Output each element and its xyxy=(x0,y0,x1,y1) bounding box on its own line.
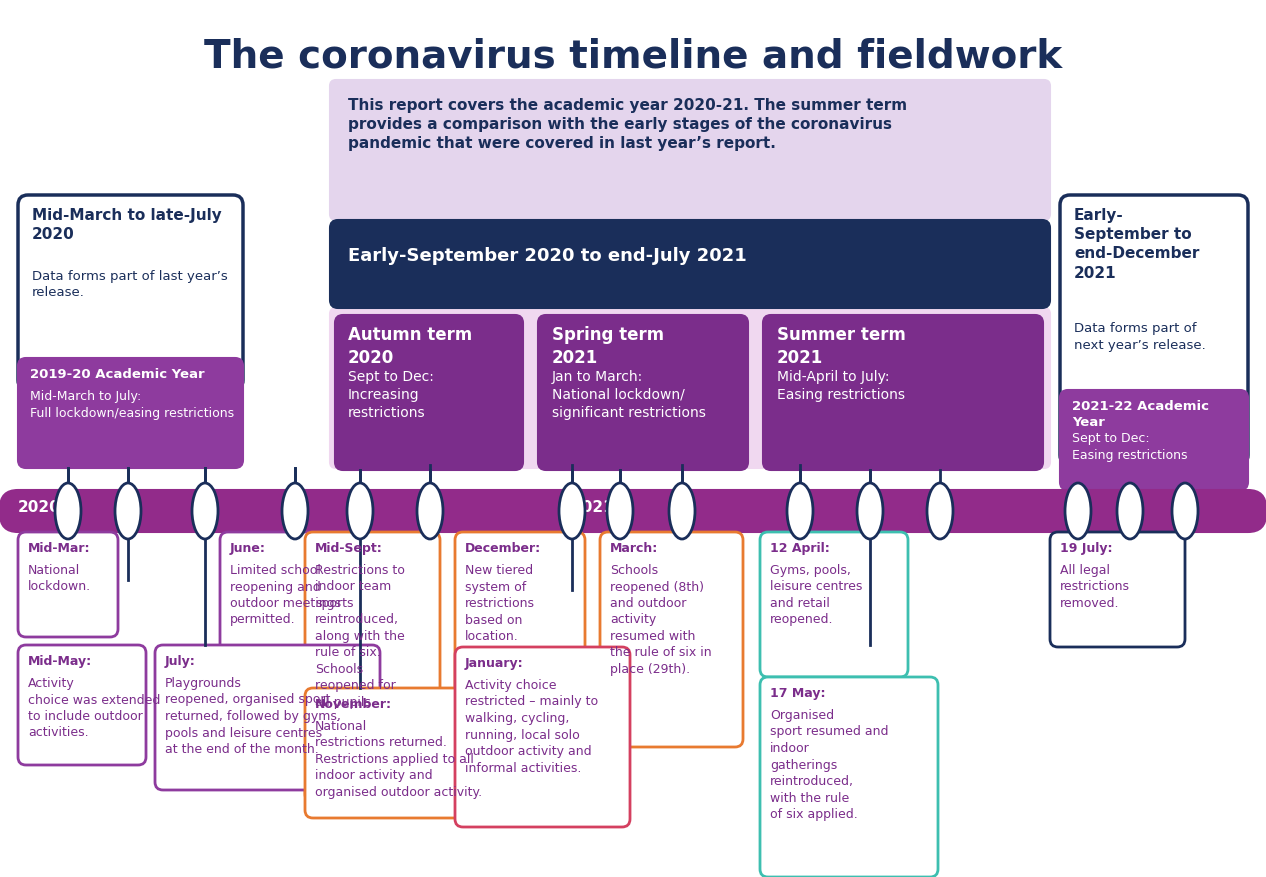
FancyBboxPatch shape xyxy=(330,220,1050,308)
Text: Mid-March to late-July
2020: Mid-March to late-July 2020 xyxy=(32,208,222,242)
Text: Early-
September to
end-December
2021: Early- September to end-December 2021 xyxy=(1074,208,1199,281)
FancyBboxPatch shape xyxy=(760,532,908,677)
Ellipse shape xyxy=(560,483,585,539)
Text: This report covers the academic year 2020-21. The summer term
provides a compari: This report covers the academic year 202… xyxy=(348,98,908,152)
FancyBboxPatch shape xyxy=(220,532,358,662)
Text: Autumn term
2020: Autumn term 2020 xyxy=(348,326,472,367)
FancyBboxPatch shape xyxy=(330,308,1050,468)
FancyBboxPatch shape xyxy=(763,315,1043,470)
Text: Mid-May:: Mid-May: xyxy=(28,655,92,668)
Text: Restrictions to
indoor team
sports
reintroduced,
along with the
rule of six.
Sch: Restrictions to indoor team sports reint… xyxy=(315,564,405,709)
Text: Data forms part of last year’s
release.: Data forms part of last year’s release. xyxy=(32,270,228,300)
Text: Playgrounds
reopened, organised sport
returned, followed by gyms,
pools and leis: Playgrounds reopened, organised sport re… xyxy=(165,677,341,756)
Text: The coronavirus timeline and fieldwork: The coronavirus timeline and fieldwork xyxy=(204,38,1062,76)
FancyBboxPatch shape xyxy=(1060,390,1248,490)
Ellipse shape xyxy=(1117,483,1143,539)
FancyBboxPatch shape xyxy=(18,532,118,637)
Ellipse shape xyxy=(115,483,141,539)
Text: National
lockdown.: National lockdown. xyxy=(28,564,91,594)
Text: March:: March: xyxy=(610,542,658,555)
FancyBboxPatch shape xyxy=(18,358,243,468)
Text: 12 April:: 12 April: xyxy=(770,542,829,555)
FancyBboxPatch shape xyxy=(454,647,630,827)
Text: Schools
reopened (8th)
and outdoor
activity
resumed with
the rule of six in
plac: Schools reopened (8th) and outdoor activ… xyxy=(610,564,711,676)
FancyBboxPatch shape xyxy=(760,677,938,877)
Text: November:: November: xyxy=(315,698,392,711)
Ellipse shape xyxy=(787,483,813,539)
Text: Activity
choice was extended
to include outdoor
activities.: Activity choice was extended to include … xyxy=(28,677,161,739)
Text: Mid-April to July:
Easing restrictions: Mid-April to July: Easing restrictions xyxy=(777,370,905,402)
Text: December:: December: xyxy=(465,542,541,555)
Text: July:: July: xyxy=(165,655,196,668)
Text: New tiered
system of
restrictions
based on
location.: New tiered system of restrictions based … xyxy=(465,564,536,643)
FancyBboxPatch shape xyxy=(335,315,523,470)
Text: Sept to Dec:
Easing restrictions: Sept to Dec: Easing restrictions xyxy=(1072,432,1188,461)
Text: Spring term
2021: Spring term 2021 xyxy=(552,326,665,367)
Text: Data forms part of
next year’s release.: Data forms part of next year’s release. xyxy=(1074,322,1205,352)
Ellipse shape xyxy=(1172,483,1198,539)
Text: Mid-Sept:: Mid-Sept: xyxy=(315,542,382,555)
Text: June:: June: xyxy=(230,542,266,555)
FancyBboxPatch shape xyxy=(154,645,380,790)
Ellipse shape xyxy=(606,483,633,539)
Ellipse shape xyxy=(668,483,695,539)
FancyBboxPatch shape xyxy=(18,645,146,765)
Text: Gyms, pools,
leisure centres
and retail
reopened.: Gyms, pools, leisure centres and retail … xyxy=(770,564,862,626)
Text: 2021-22 Academic
Year: 2021-22 Academic Year xyxy=(1072,400,1209,430)
Text: Activity choice
restricted – mainly to
walking, cycling,
running, local solo
out: Activity choice restricted – mainly to w… xyxy=(465,679,598,774)
Text: 2019-20 Academic Year: 2019-20 Academic Year xyxy=(30,368,205,381)
FancyBboxPatch shape xyxy=(600,532,743,747)
FancyBboxPatch shape xyxy=(454,532,585,702)
FancyBboxPatch shape xyxy=(18,195,243,390)
FancyBboxPatch shape xyxy=(305,688,538,818)
FancyBboxPatch shape xyxy=(0,490,1266,532)
Ellipse shape xyxy=(192,483,218,539)
Ellipse shape xyxy=(417,483,443,539)
Ellipse shape xyxy=(347,483,373,539)
FancyBboxPatch shape xyxy=(330,80,1050,220)
Text: Sept to Dec:
Increasing
restrictions: Sept to Dec: Increasing restrictions xyxy=(348,370,434,420)
FancyBboxPatch shape xyxy=(538,315,748,470)
Text: Early-September 2020 to end-July 2021: Early-September 2020 to end-July 2021 xyxy=(348,247,747,265)
Text: January:: January: xyxy=(465,657,524,670)
Text: 19 July:: 19 July: xyxy=(1060,542,1113,555)
Ellipse shape xyxy=(1065,483,1091,539)
Text: National
restrictions returned.
Restrictions applied to all
indoor activity and
: National restrictions returned. Restrict… xyxy=(315,720,482,799)
Ellipse shape xyxy=(282,483,308,539)
Text: Mid-March to July:
Full lockdown/easing restrictions: Mid-March to July: Full lockdown/easing … xyxy=(30,390,234,419)
FancyBboxPatch shape xyxy=(1060,195,1248,465)
Text: 2021: 2021 xyxy=(572,500,614,515)
Text: Jan to March:
National lockdown/
significant restrictions: Jan to March: National lockdown/ signifi… xyxy=(552,370,706,420)
Text: Summer term
2021: Summer term 2021 xyxy=(777,326,906,367)
Text: Mid-Mar:: Mid-Mar: xyxy=(28,542,90,555)
Ellipse shape xyxy=(927,483,953,539)
Text: Limited school
reopening and
outdoor meetings
permitted.: Limited school reopening and outdoor mee… xyxy=(230,564,341,626)
Text: 17 May:: 17 May: xyxy=(770,687,825,700)
FancyBboxPatch shape xyxy=(1050,532,1185,647)
Ellipse shape xyxy=(54,483,81,539)
Text: 2020: 2020 xyxy=(18,500,61,515)
FancyBboxPatch shape xyxy=(305,532,441,802)
Text: Organised
sport resumed and
indoor
gatherings
reintroduced,
with the rule
of six: Organised sport resumed and indoor gathe… xyxy=(770,709,889,821)
Ellipse shape xyxy=(857,483,882,539)
Text: All legal
restrictions
removed.: All legal restrictions removed. xyxy=(1060,564,1131,610)
